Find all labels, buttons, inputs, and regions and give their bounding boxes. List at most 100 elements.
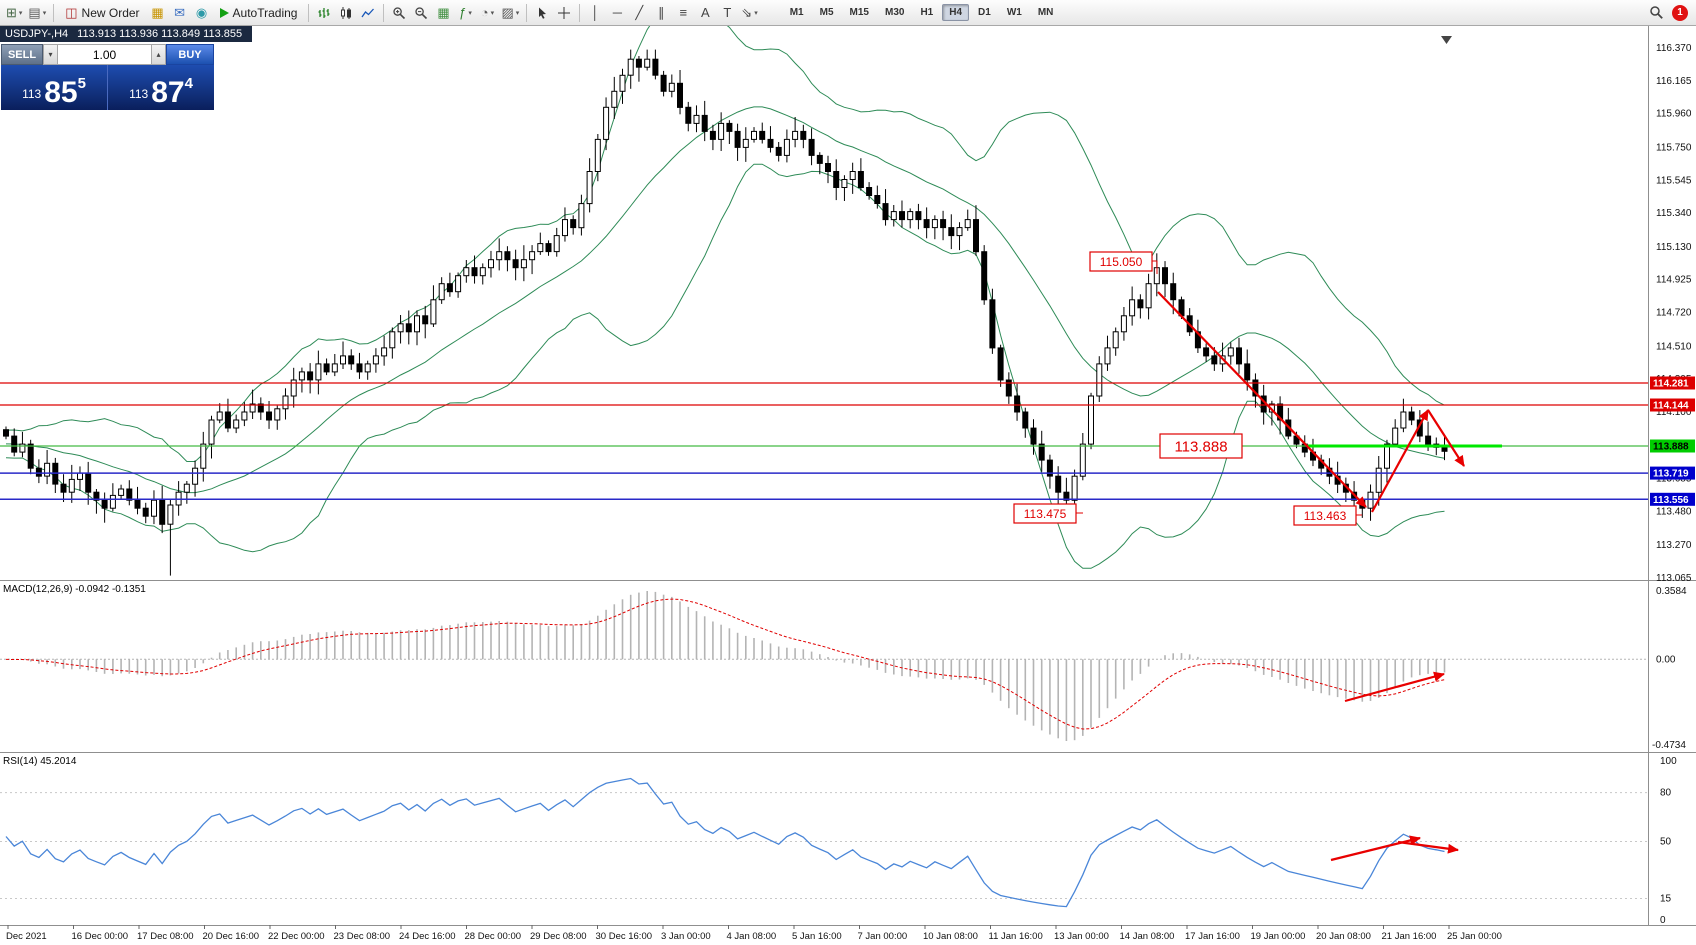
svg-text:115.130: 115.130 bbox=[1656, 242, 1692, 253]
new-chart-icon: ⊞ bbox=[6, 5, 17, 20]
trendline-icon: ╱ bbox=[635, 5, 644, 20]
zoom-out-icon[interactable] bbox=[411, 3, 431, 23]
templates-icon: ▨ bbox=[501, 5, 514, 20]
svg-text:113.065: 113.065 bbox=[1656, 573, 1692, 584]
text-icon[interactable]: A bbox=[695, 3, 715, 23]
profiles-icon[interactable]: ▤ ▾ bbox=[26, 3, 48, 23]
chart-title-bar: USDJPY-,H4 113.913 113.936 113.849 113.85… bbox=[0, 26, 253, 42]
svg-text:115.545: 115.545 bbox=[1656, 175, 1692, 186]
svg-text:113.888: 113.888 bbox=[1653, 442, 1689, 453]
vertical-line-icon[interactable]: │ bbox=[585, 3, 605, 23]
rsi-indicator-label: RSI(14) 45.2014 bbox=[3, 756, 77, 767]
main-toolbar: ⊞ ▾ ▤ ▾ ◫ New Order ▦ ✉ ◉ AutoTrading ▦ ƒ ▾ ◔ ▾ ▨ ▾ │ ─ ╱ ∥ ≡… bbox=[0, 0, 1696, 26]
trendline-icon[interactable]: ╱ bbox=[629, 3, 649, 23]
trend-arrows[interactable] bbox=[1157, 291, 1465, 862]
buy-button[interactable]: BUY bbox=[166, 44, 214, 65]
price-annotations[interactable]: 115.050 113.888 113.475 113.463 bbox=[1013, 251, 1362, 526]
timeframe-m15-button[interactable]: M15 bbox=[843, 4, 876, 21]
profiles-icon: ▤ bbox=[28, 5, 41, 20]
timeframe-d1-button[interactable]: D1 bbox=[971, 4, 998, 21]
macd-indicator: 0.3584 0.00 -0.4734 bbox=[0, 586, 1687, 751]
timeframe-m5-button[interactable]: M5 bbox=[813, 4, 841, 21]
svg-text:113.475: 113.475 bbox=[1024, 507, 1067, 521]
autotrading-play-icon bbox=[219, 7, 229, 18]
timeframe-mn-button[interactable]: MN bbox=[1031, 4, 1061, 21]
timeframe-toolbar: M1 M5 M15 M30 H1 H4 D1 W1 MN bbox=[782, 4, 1062, 21]
line-chart-icon[interactable] bbox=[358, 3, 378, 23]
svg-text:113.556: 113.556 bbox=[1653, 495, 1689, 506]
arrows-tool-icon[interactable]: ⇘ ▾ bbox=[739, 3, 759, 23]
svg-text:115.340: 115.340 bbox=[1656, 208, 1692, 219]
depth-of-market-icon[interactable]: ▦ bbox=[148, 3, 168, 23]
templates-icon[interactable]: ▨ ▾ bbox=[499, 3, 521, 23]
toolbar-separator bbox=[526, 3, 528, 22]
news-icon[interactable]: ✉ bbox=[170, 3, 190, 23]
svg-text:100: 100 bbox=[1660, 756, 1677, 767]
buy-price-display[interactable]: 113 87 4 bbox=[108, 65, 214, 110]
svg-text:19 Jan 00:00: 19 Jan 00:00 bbox=[1251, 931, 1306, 942]
volume-input[interactable] bbox=[58, 44, 151, 65]
svg-text:17 Dec 08:00: 17 Dec 08:00 bbox=[137, 931, 194, 942]
tile-windows-icon[interactable]: ▦ bbox=[433, 3, 453, 23]
crosshair-icon[interactable] bbox=[554, 3, 574, 23]
sell-price-display[interactable]: 113 85 5 bbox=[1, 65, 107, 110]
svg-text:20 Dec 16:00: 20 Dec 16:00 bbox=[203, 931, 260, 942]
notification-badge[interactable]: 1 bbox=[1672, 4, 1688, 21]
svg-text:16 Dec 00:00: 16 Dec 00:00 bbox=[72, 931, 129, 942]
volume-decrease-button[interactable]: ▾ bbox=[43, 44, 58, 65]
search-icon[interactable] bbox=[1646, 3, 1666, 23]
svg-text:30 Dec 16:00: 30 Dec 16:00 bbox=[596, 931, 653, 942]
svg-text:24 Dec 16:00: 24 Dec 16:00 bbox=[399, 931, 456, 942]
periods-icon[interactable]: ◔ ▾ bbox=[477, 3, 497, 23]
new-chart-icon[interactable]: ⊞ ▾ bbox=[4, 3, 24, 23]
fibonacci-icon[interactable]: ≡ bbox=[673, 3, 693, 23]
support-icon[interactable]: ◉ bbox=[192, 3, 212, 23]
candlestick-chart-icon[interactable] bbox=[336, 3, 356, 23]
svg-text:114.281: 114.281 bbox=[1653, 379, 1689, 390]
toolbar-separator bbox=[383, 3, 385, 22]
cursor-icon[interactable] bbox=[532, 3, 552, 23]
bollinger-bands bbox=[5, 26, 1445, 569]
text-icon: A bbox=[700, 5, 710, 20]
timeframe-m1-button[interactable]: M1 bbox=[783, 4, 811, 21]
buy-price-prefix: 113 bbox=[129, 87, 149, 101]
text-label-icon: T bbox=[723, 5, 732, 20]
text-label-icon[interactable]: T bbox=[717, 3, 737, 23]
volume-increase-button[interactable]: ▴ bbox=[151, 44, 166, 65]
timeframe-h4-button[interactable]: H4 bbox=[942, 4, 970, 21]
horizontal-level-lines[interactable] bbox=[0, 382, 1648, 500]
new-order-button[interactable]: ◫ New Order bbox=[59, 3, 145, 23]
chart-autoscroll-marker[interactable] bbox=[1441, 36, 1452, 44]
bar-chart-icon[interactable] bbox=[314, 3, 334, 23]
timeframe-m30-button[interactable]: M30 bbox=[878, 4, 911, 21]
sell-price-prefix: 113 bbox=[22, 87, 42, 101]
zoom-in-icon[interactable] bbox=[389, 3, 409, 23]
equidistant-channel-icon[interactable]: ∥ bbox=[651, 3, 671, 23]
sell-price-main: 85 bbox=[44, 75, 78, 109]
autotrading-button[interactable]: AutoTrading bbox=[214, 3, 304, 23]
timeframe-w1-button[interactable]: W1 bbox=[1000, 4, 1029, 21]
svg-text:22 Dec 00:00: 22 Dec 00:00 bbox=[268, 931, 325, 942]
horizontal-line-icon[interactable]: ─ bbox=[607, 3, 627, 23]
svg-text:29 Dec 08:00: 29 Dec 08:00 bbox=[530, 931, 587, 942]
news-icon: ✉ bbox=[174, 5, 185, 20]
chart-window[interactable]: 116.370 116.165 115.960 115.750 115.545 115.3… bbox=[0, 26, 1696, 945]
svg-text:113.719: 113.719 bbox=[1653, 469, 1689, 480]
tile-windows-icon: ▦ bbox=[437, 5, 450, 20]
svg-text:23 Dec 08:00: 23 Dec 08:00 bbox=[334, 931, 391, 942]
timeframe-h1-button[interactable]: H1 bbox=[913, 4, 940, 21]
svg-text:114.720: 114.720 bbox=[1656, 308, 1692, 319]
price-level-badges: 114.281 114.144 113.888 113.719 113.556 bbox=[1650, 376, 1695, 506]
svg-text:114.925: 114.925 bbox=[1656, 275, 1692, 286]
buy-price-main: 87 bbox=[151, 75, 185, 109]
sell-button[interactable]: SELL bbox=[1, 44, 43, 65]
price-chart-canvas[interactable]: 116.370 116.165 115.960 115.750 115.545 115.3… bbox=[0, 26, 1696, 945]
indicators-icon[interactable]: ƒ ▾ bbox=[455, 3, 475, 23]
svg-text:11 Jan 16:00: 11 Jan 16:00 bbox=[989, 931, 1043, 942]
svg-text:114.100: 114.100 bbox=[1656, 407, 1692, 418]
svg-text:5 Jan 16:00: 5 Jan 16:00 bbox=[792, 931, 842, 942]
new-order-label: New Order bbox=[81, 5, 140, 20]
buy-price-pip: 4 bbox=[184, 75, 193, 92]
time-axis[interactable]: Dec 2021 16 Dec 00:00 17 Dec 08:00 20 Dec 1… bbox=[6, 925, 1502, 942]
trade-controls-row: SELL ▾ ▴ BUY bbox=[1, 44, 214, 65]
